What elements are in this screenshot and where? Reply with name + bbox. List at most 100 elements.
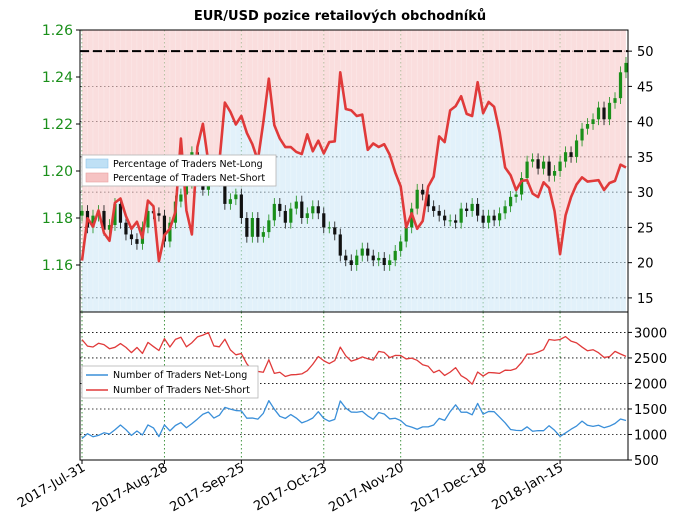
percentage-tick-label: 40	[637, 116, 654, 131]
legend-swatch-net-long	[85, 158, 109, 169]
candle-body	[426, 194, 430, 207]
percentage-axis-ticks: 15 20 25 30 35 40 45 50	[628, 45, 654, 307]
candle-body	[388, 260, 392, 265]
candle-body	[558, 161, 562, 171]
x-tick-label: 2018-Jan-15	[489, 460, 566, 513]
candle-body	[591, 119, 595, 124]
candle-body	[371, 255, 375, 261]
candle-body	[366, 248, 370, 256]
count-tick-label: 2500	[634, 352, 667, 367]
candle-body	[530, 159, 535, 162]
candle-body	[503, 206, 507, 214]
candle-body	[569, 152, 573, 157]
legend-label-net-short: Percentage of Traders Net-Short	[113, 173, 265, 184]
candle-body	[476, 203, 480, 216]
count-tick-label: 500	[634, 454, 659, 469]
candle-body	[448, 220, 452, 222]
candle-body	[278, 203, 282, 211]
candle-body	[184, 182, 189, 195]
candle-body	[124, 222, 128, 235]
count-tick-label: 2000	[634, 377, 667, 392]
legend-label-count-net-long: Number of Traders Net-Long	[113, 370, 247, 381]
candle-body	[245, 218, 249, 237]
candle-body	[267, 220, 271, 233]
candle-body	[223, 180, 227, 204]
percentage-tick-label: 50	[637, 45, 654, 60]
price-tick-label: 1.22	[42, 117, 73, 133]
candle-body	[168, 222, 172, 242]
top-legend: Percentage of Traders Net-Long Percentag…	[81, 154, 277, 187]
bottom-legend: Number of Traders Net-Long Number of Tra…	[81, 365, 259, 399]
candle-body	[333, 227, 337, 235]
candle-body	[327, 227, 331, 229]
candle-body	[618, 72, 623, 99]
candle-body	[91, 215, 95, 228]
candle-body	[300, 201, 304, 218]
candle-body	[311, 206, 315, 214]
candle-body	[421, 189, 425, 195]
percentage-tick-label: 15	[637, 292, 654, 307]
price-tick-label: 1.24	[42, 70, 73, 86]
candle-body	[261, 232, 265, 237]
candle-body	[157, 213, 161, 216]
candle-body	[536, 159, 540, 169]
candle-body	[294, 201, 298, 209]
x-tick-label: 2017-Nov-20	[326, 460, 406, 515]
net-short-percentage-line	[80, 71, 627, 263]
candle-body	[607, 102, 612, 120]
top-panel: 1.16 1.18 1.20 1.22 1.24 1.26 15 20 25 30 35 40 45 5…	[42, 23, 654, 313]
candle-body	[377, 257, 381, 261]
candle-body	[514, 194, 518, 197]
candle-body	[393, 250, 397, 261]
candle-body	[250, 218, 254, 237]
price-tick-label: 1.26	[42, 23, 73, 39]
candle-body	[272, 203, 276, 221]
price-tick-label: 1.16	[42, 258, 73, 274]
percentage-tick-label: 20	[637, 257, 654, 272]
candle-body	[399, 241, 403, 251]
candle-body	[525, 161, 529, 179]
candle-body	[129, 234, 134, 240]
candle-body	[360, 248, 364, 256]
net-long-count-line	[81, 399, 627, 440]
candle-body	[563, 152, 568, 162]
legend-swatch-net-short	[85, 172, 109, 183]
count-axis-ticks: 500 1000 1500 2000 2500 3000	[628, 326, 667, 469]
top-legend-box	[81, 154, 277, 187]
x-tick-label: 2017-Aug-28	[90, 460, 170, 515]
candle-body	[624, 62, 628, 73]
price-tick-label: 1.20	[42, 164, 73, 180]
candle-body	[492, 215, 496, 221]
candle-body	[289, 208, 293, 223]
count-tick-label: 1500	[634, 403, 667, 418]
net-long-area	[82, 72, 626, 312]
count-tick-label: 3000	[634, 326, 667, 341]
net-short-area	[82, 30, 626, 262]
percentage-tick-label: 45	[637, 80, 654, 95]
count-tick-label: 1000	[634, 428, 667, 443]
candle-body	[256, 218, 260, 237]
candle-body	[404, 227, 408, 242]
candle-body	[179, 194, 183, 202]
candle-body	[305, 213, 309, 218]
candle-body	[613, 98, 617, 103]
candle-body	[580, 128, 584, 141]
candle-body	[574, 140, 579, 157]
legend-label-count-net-short: Number of Traders Net-Short	[113, 385, 250, 396]
candle-body	[162, 215, 167, 242]
price-axis-ticks: 1.16 1.18 1.20 1.22 1.24 1.26	[42, 23, 80, 274]
candle-body	[283, 210, 287, 223]
bottom-panel: 500 1000 1500 2000 2500 3000 Number of Trader…	[79, 311, 667, 469]
candle-body	[481, 215, 485, 223]
price-tick-label: 1.18	[42, 211, 73, 227]
candle-body	[80, 210, 84, 216]
chart-title: EUR/USD pozice retailových obchodníků	[194, 9, 486, 24]
candle-body	[322, 213, 326, 228]
bottom-legend-box	[81, 365, 259, 399]
net-short-count-line	[81, 331, 627, 385]
candle-body	[135, 239, 139, 244]
candle-body	[432, 206, 436, 211]
candle-body	[102, 210, 106, 230]
candle-body	[602, 107, 606, 120]
